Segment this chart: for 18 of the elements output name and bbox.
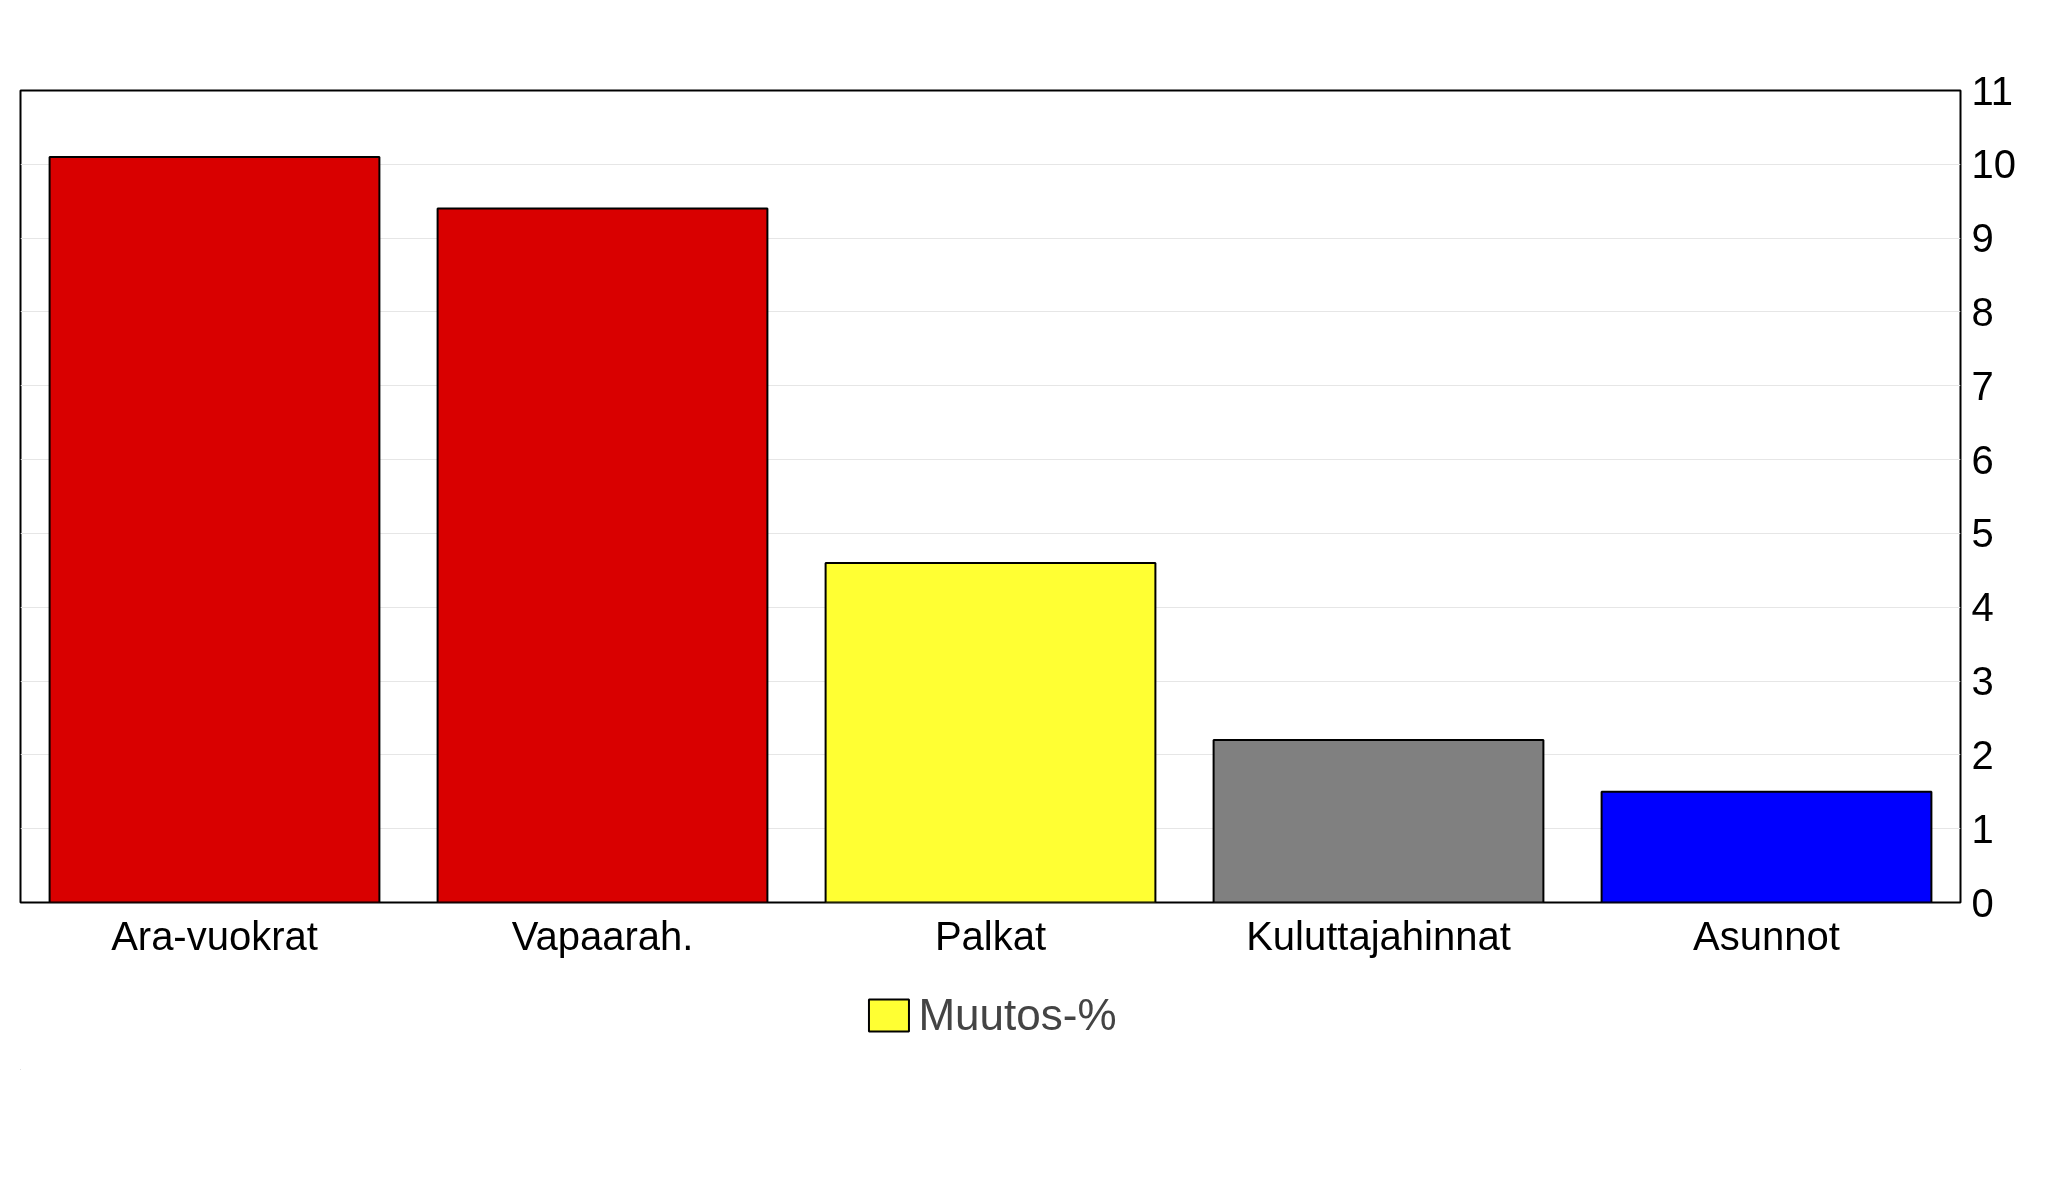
x-tick-label: Kuluttajahinnat (1246, 913, 1511, 958)
y-tick-label: 11 (1971, 68, 2014, 113)
y-tick-label: 5 (1971, 511, 1994, 556)
y-tick-label: 10 (1971, 142, 2016, 187)
x-tick-label: Ara-vuokrat (111, 913, 318, 958)
y-tick-label: 0 (1971, 880, 1994, 925)
y-tick-label: 1 (1971, 806, 1994, 851)
y-tick-label: 4 (1971, 585, 1994, 630)
y-tick-label: 6 (1971, 437, 1994, 482)
x-tick-label: Asunnot (1693, 913, 1840, 958)
x-tick-label: Vapaarah. (511, 913, 694, 958)
legend-label: Muutos-% (918, 990, 1117, 1040)
y-tick-label: 3 (1971, 659, 1994, 704)
y-tick-label: 9 (1971, 216, 1994, 261)
y-tick-label: 2 (1971, 732, 1994, 777)
x-tick-label: Palkat (934, 913, 1047, 958)
y-tick-label: 7 (1971, 363, 1994, 408)
y-tick-label: 8 (1971, 289, 1994, 334)
